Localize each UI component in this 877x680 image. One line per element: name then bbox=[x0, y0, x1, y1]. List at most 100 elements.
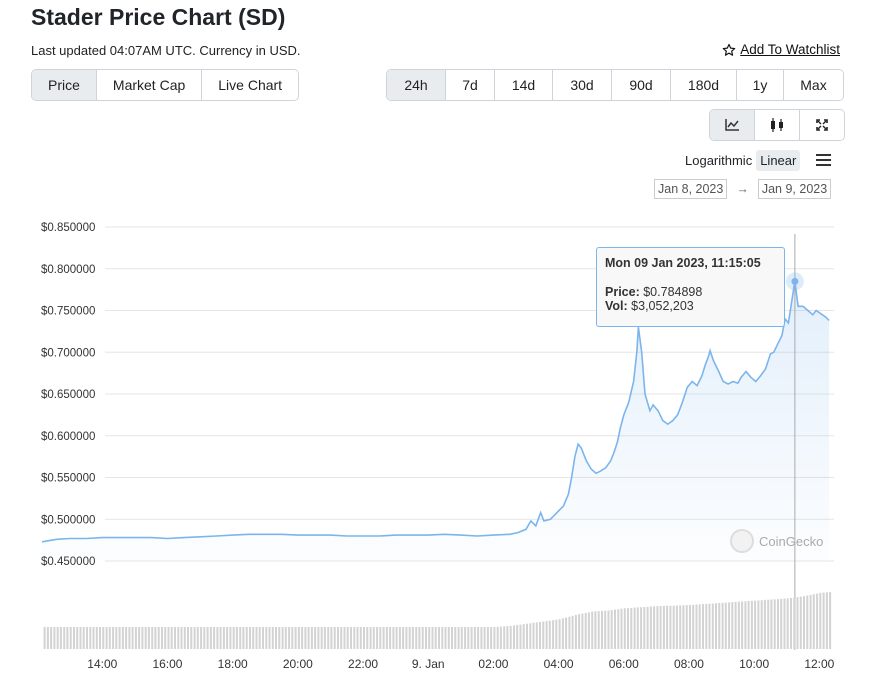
price-tooltip: Mon 09 Jan 2023, 11:15:05 Price: $0.7848… bbox=[596, 247, 785, 327]
volume-bar bbox=[167, 627, 170, 649]
add-to-watchlist-link[interactable]: Add To Watchlist bbox=[722, 42, 840, 57]
volume-bar bbox=[806, 595, 809, 649]
metric-tabs: Price Market Cap Live Chart bbox=[31, 69, 300, 101]
volume-bar bbox=[252, 627, 255, 649]
volume-bar bbox=[529, 623, 532, 649]
candlestick-button[interactable] bbox=[755, 110, 800, 140]
range-30d[interactable]: 30d bbox=[553, 70, 612, 100]
price-area bbox=[42, 281, 830, 561]
scale-linear[interactable]: Linear bbox=[756, 150, 801, 171]
x-tick-label: 9. Jan bbox=[412, 657, 445, 671]
volume-bar bbox=[464, 627, 467, 649]
x-tick-label: 14:00 bbox=[87, 657, 117, 671]
volume-bar bbox=[134, 627, 137, 649]
volume-bar bbox=[542, 621, 545, 649]
volume-bar bbox=[555, 619, 558, 649]
line-chart-button[interactable] bbox=[710, 110, 755, 140]
date-range: Jan 8, 2023 → Jan 9, 2023 bbox=[654, 179, 832, 199]
volume-bar bbox=[157, 627, 160, 649]
star-icon bbox=[722, 43, 736, 56]
volume-bar bbox=[275, 627, 277, 649]
volume-bar bbox=[682, 605, 685, 649]
scale-logarithmic[interactable]: Logarithmic bbox=[685, 153, 753, 168]
volume-bar bbox=[509, 625, 512, 649]
volume-bar bbox=[379, 627, 382, 649]
volume-bar bbox=[229, 627, 232, 649]
candlestick-icon bbox=[771, 118, 783, 132]
range-14d[interactable]: 14d bbox=[495, 70, 553, 100]
volume-bar bbox=[76, 627, 79, 649]
volume-bar bbox=[741, 601, 744, 649]
range-24h[interactable]: 24h bbox=[387, 70, 446, 100]
volume-bar bbox=[196, 627, 199, 649]
volume-bar bbox=[395, 627, 398, 649]
tab-live-chart[interactable]: Live Chart bbox=[202, 70, 299, 100]
volume-bar bbox=[183, 627, 186, 649]
volume-bar bbox=[343, 627, 346, 649]
tab-market-cap[interactable]: Market Cap bbox=[96, 70, 203, 100]
volume-bar bbox=[180, 627, 183, 649]
volume-bar bbox=[193, 627, 196, 649]
volume-bar bbox=[780, 598, 783, 649]
volume-bar bbox=[558, 619, 561, 649]
volume-bar bbox=[597, 611, 600, 649]
range-90d[interactable]: 90d bbox=[612, 70, 671, 100]
volume-bar bbox=[640, 607, 643, 649]
volume-bar bbox=[444, 627, 447, 649]
y-tick-label: $0.650000 bbox=[41, 389, 95, 401]
volume-bar bbox=[574, 614, 577, 649]
volume-bar bbox=[125, 627, 128, 649]
volume-bar bbox=[203, 627, 206, 649]
volume-bar bbox=[144, 627, 147, 649]
volume-bar bbox=[552, 620, 555, 649]
volume-bar bbox=[535, 622, 538, 649]
tooltip-title: Mon 09 Jan 2023, 11:15:05 bbox=[605, 256, 761, 270]
range-180d[interactable]: 180d bbox=[671, 70, 737, 100]
menu-icon[interactable] bbox=[816, 154, 831, 169]
expand-button[interactable] bbox=[800, 110, 844, 140]
volume-bar bbox=[170, 627, 173, 649]
y-tick-label: $0.800000 bbox=[41, 264, 95, 276]
volume-bar bbox=[147, 627, 150, 649]
volume-bar bbox=[79, 627, 82, 649]
volume-bar bbox=[190, 627, 193, 649]
volume-bar bbox=[415, 627, 418, 649]
volume-bar bbox=[320, 627, 323, 649]
volume-bar bbox=[441, 627, 444, 649]
tab-price[interactable]: Price bbox=[32, 70, 97, 100]
volume-bar bbox=[757, 600, 760, 649]
volume-bar bbox=[587, 612, 590, 649]
volume-bar bbox=[812, 594, 815, 649]
volume-bar bbox=[689, 605, 691, 649]
coingecko-watermark: CoinGecko bbox=[730, 529, 823, 553]
volume-bar bbox=[421, 627, 424, 649]
volume-bar bbox=[242, 627, 245, 649]
range-1y[interactable]: 1y bbox=[737, 70, 784, 100]
volume-bar bbox=[219, 627, 222, 649]
y-tick-label: $0.850000 bbox=[41, 222, 95, 234]
volume-bar bbox=[451, 627, 453, 649]
date-to-input[interactable]: Jan 9, 2023 bbox=[757, 179, 832, 199]
range-7d[interactable]: 7d bbox=[446, 70, 495, 100]
volume-bar bbox=[796, 597, 799, 649]
volume-bar bbox=[411, 627, 414, 649]
volume-bar bbox=[630, 607, 633, 649]
volume-bar bbox=[653, 606, 656, 649]
volume-bar bbox=[643, 607, 646, 649]
volume-bar bbox=[294, 627, 297, 649]
range-max[interactable]: Max bbox=[784, 70, 843, 100]
volume-bar bbox=[255, 627, 258, 649]
date-from-input[interactable]: Jan 8, 2023 bbox=[654, 179, 728, 199]
volume-bar bbox=[786, 598, 789, 649]
volume-bar bbox=[721, 602, 724, 649]
volume-bar bbox=[239, 627, 242, 649]
x-tick-label: 04:00 bbox=[544, 657, 574, 671]
volume-bar bbox=[105, 627, 108, 649]
volume-bar bbox=[53, 627, 56, 649]
volume-bar bbox=[271, 627, 274, 649]
volume-bar bbox=[428, 627, 431, 649]
volume-bar bbox=[649, 606, 652, 649]
x-tick-label: 16:00 bbox=[152, 657, 182, 671]
volume-bar bbox=[561, 618, 564, 649]
